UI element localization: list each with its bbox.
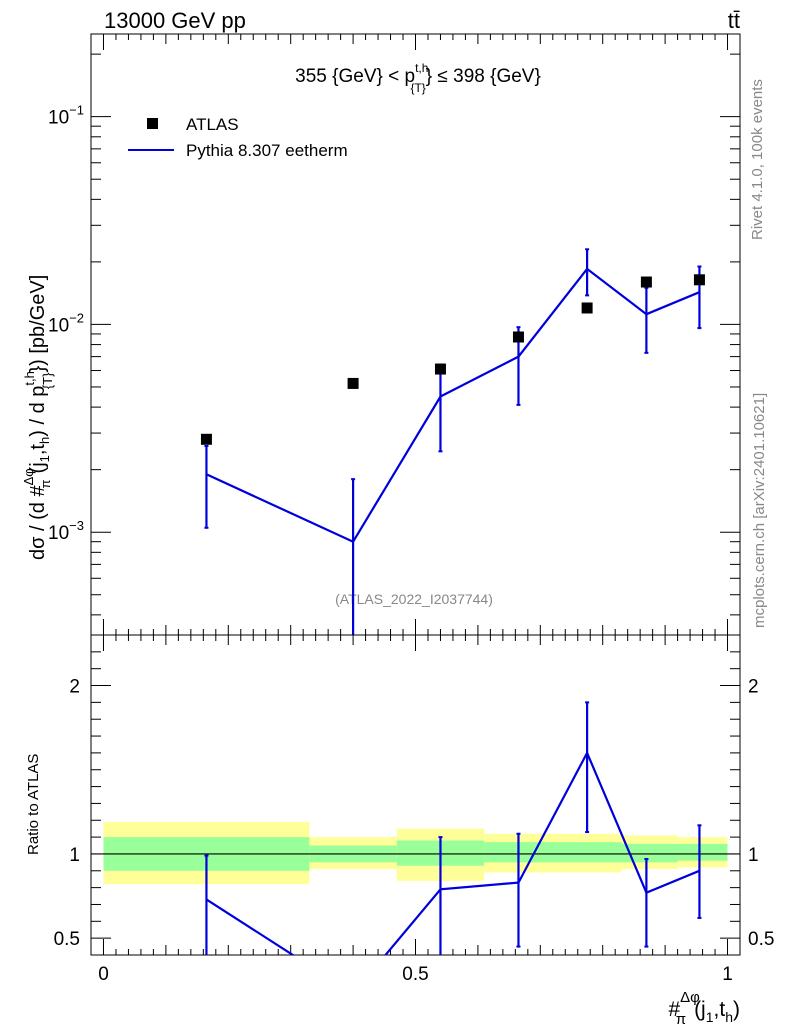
xlabel-part-b: ,t xyxy=(714,998,726,1021)
atlas-data-point xyxy=(347,377,359,389)
main-panel: 10−310−210−1 355 {GeV} < pt,h {T}} ≤ 398 … xyxy=(21,33,741,636)
main-y-tick-base: 10 xyxy=(48,315,69,336)
ylabel-sub3: {T} xyxy=(40,372,55,389)
ylabel-part-c: ,t xyxy=(27,444,49,456)
ylabel-part-a: dσ / (d # xyxy=(27,485,49,560)
main-y-tick-base: 10 xyxy=(48,108,69,129)
ylabel-sub2: h xyxy=(37,437,52,444)
atlas-data-point xyxy=(640,276,652,288)
main-y-tick-label: 10−3 xyxy=(48,518,84,544)
x-tick-label: 0.5 xyxy=(402,964,428,985)
main-title-sub: {T} xyxy=(410,81,425,95)
atlas-data-point xyxy=(693,274,705,286)
main-mc-line xyxy=(205,267,700,544)
xlabel-sub1: 1 xyxy=(706,1009,714,1024)
main-y-tick-base: 10 xyxy=(48,523,69,544)
main-title: 355 {GeV} < pt,h {T}} ≤ 398 {GeV} xyxy=(295,61,541,95)
xlabel-part-c: ) xyxy=(733,998,740,1021)
header-right: tt̄ xyxy=(728,8,740,33)
main-y-axis-label: dσ / (d #Δφ π (j1,th) / d pt,h {T}}) [pb/Ge… xyxy=(21,275,55,560)
ratio-band-inner xyxy=(484,842,622,863)
atlas-data-point xyxy=(581,302,593,314)
ratio-band-inner xyxy=(677,843,728,861)
main-y-tick-label: 10−2 xyxy=(48,310,84,336)
legend-atlas-label: ATLAS xyxy=(186,115,239,134)
ylabel-frac-num: Δφ xyxy=(21,468,36,485)
atlas-data-point xyxy=(512,331,524,343)
ratio-frame xyxy=(90,634,741,956)
main-axis-ticks xyxy=(91,34,740,635)
main-y-tick-exponent: −1 xyxy=(69,103,84,118)
ratio-y-tick-label-right: 2 xyxy=(748,677,759,698)
ratio-y-tick-label-right: 1 xyxy=(748,845,759,866)
legend-atlas-marker xyxy=(147,118,158,129)
xlabel-hash: # xyxy=(668,998,680,1021)
rivet-version-label: Rivet 4.1.0, 100k events xyxy=(749,79,766,240)
mcplots-label: mcplots.cern.ch [arXiv:2401.10621] xyxy=(751,393,768,628)
main-y-tick-exponent: −2 xyxy=(69,310,84,325)
main-mc-series xyxy=(204,248,702,635)
main-y-tick-label: 10−1 xyxy=(48,103,84,129)
ratio-mc-series xyxy=(204,701,702,955)
main-data-series xyxy=(200,274,705,445)
ylabel-sup3: t,h xyxy=(22,371,37,385)
xlabel-part-a: (j xyxy=(694,998,706,1021)
header-left: 13000 GeV pp xyxy=(104,8,246,33)
ratio-uncertainty-bands xyxy=(103,821,728,885)
ratio-x-tick-labels: 0 0.5 1 xyxy=(98,964,733,985)
ratio-y-axis-label: Ratio to ATLAS xyxy=(25,754,42,855)
ratio-axis-ticks xyxy=(91,634,740,956)
atlas-data-point xyxy=(200,433,212,445)
main-y-tick-labels: 10−310−210−1 xyxy=(48,103,84,545)
x-axis-label: #Δφ π (j1,th) xyxy=(668,989,740,1024)
main-title-sup: t,h xyxy=(415,61,428,75)
ratio-y-tick-label-right: 0.5 xyxy=(748,929,774,950)
ratio-y-tick-label-left: 1 xyxy=(69,845,80,866)
ratio-band-inner xyxy=(621,843,678,863)
xlabel-frac-den: π xyxy=(676,1011,686,1024)
ylabel-part-b: (j xyxy=(27,462,49,473)
ylabel-part-d: ) / d p xyxy=(27,386,49,437)
main-title-suffix: } ≤ 398 {GeV} xyxy=(426,66,541,87)
ylabel-part-e: }) [pb/GeV] xyxy=(27,275,49,373)
main-title-prefix: 355 {GeV} < p xyxy=(295,66,415,87)
x-tick-label: 0 xyxy=(98,964,109,985)
x-tick-label: 1 xyxy=(722,964,733,985)
ratio-y-tick-label-left: 0.5 xyxy=(54,929,80,950)
ylabel-frac-den: π xyxy=(38,479,53,488)
analysis-watermark: (ATLAS_2022_I2037744) xyxy=(335,591,493,607)
main-y-tick-exponent: −3 xyxy=(69,518,84,533)
ratio-y-tick-labels: 0.5 0.5 1 1 2 2 xyxy=(54,677,775,951)
atlas-data-point xyxy=(434,363,446,375)
xlabel-frac-num: Δφ xyxy=(680,989,700,1006)
xlabel-sub2: h xyxy=(725,1009,733,1024)
ylabel-sub1: 1 xyxy=(37,455,52,462)
ratio-panel: 0.5 0.51 12 2 0 0.5 1 Ratio to ATLAS #Δφ π (j1,… xyxy=(25,634,775,1024)
ratio-y-tick-label-left: 2 xyxy=(69,677,80,698)
legend-pythia-label: Pythia 8.307 eetherm xyxy=(186,141,348,160)
